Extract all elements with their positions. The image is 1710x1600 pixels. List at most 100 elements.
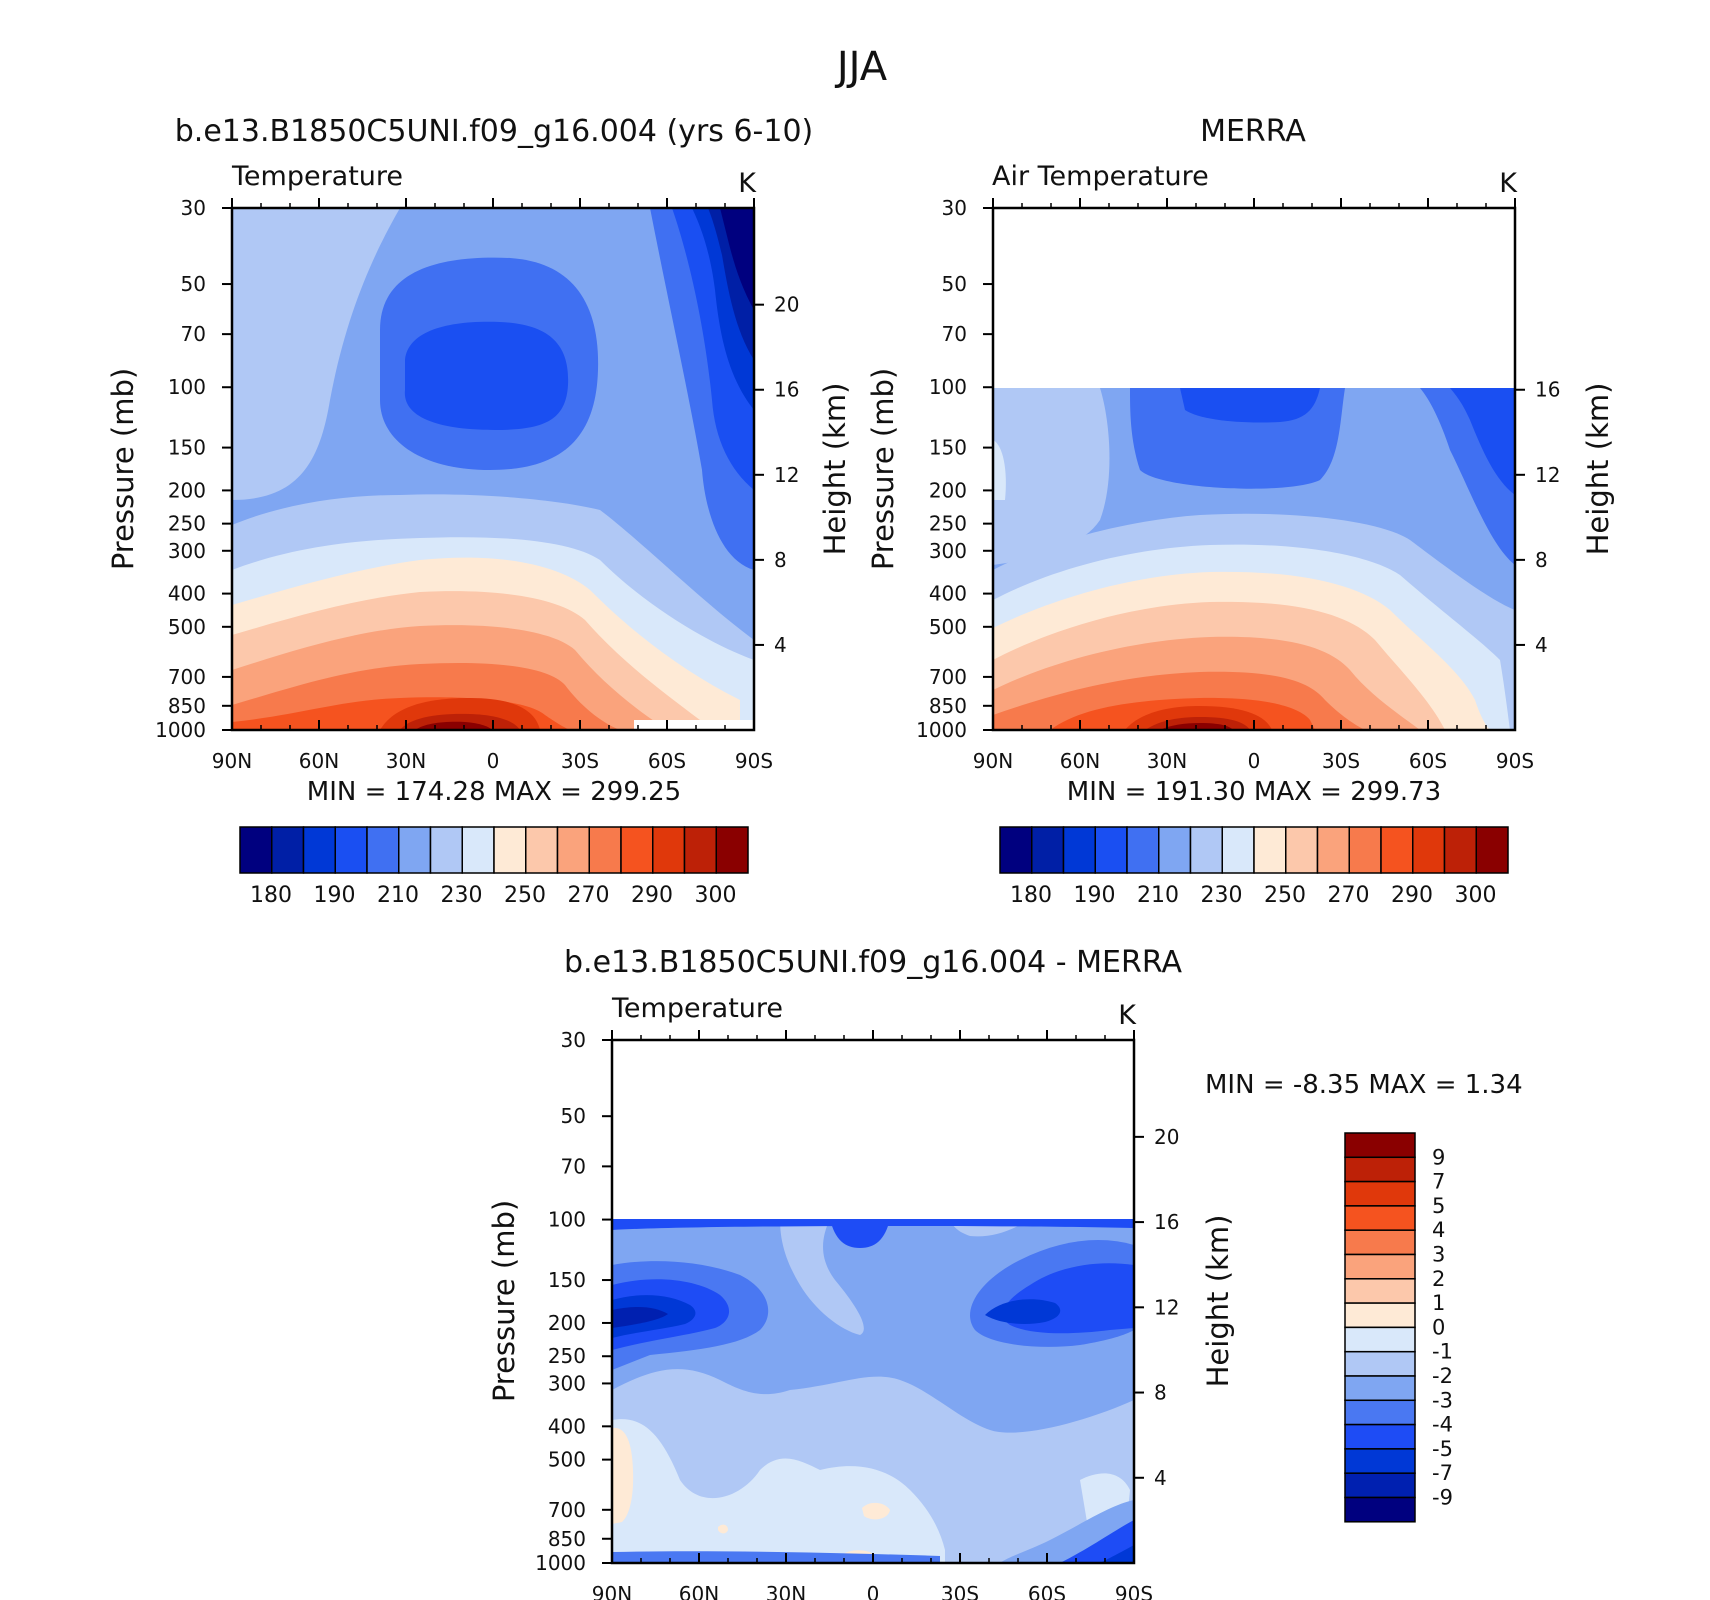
y-tick-label: 300 bbox=[548, 1371, 586, 1395]
right-tick-label: 12 bbox=[1154, 1295, 1179, 1319]
y-tick-label: 100 bbox=[548, 1208, 586, 1232]
colorbar-swatch bbox=[1344, 1423, 1416, 1450]
right-tick-label: 16 bbox=[774, 378, 799, 402]
colorbar-swatch bbox=[1344, 1253, 1416, 1280]
y-tick-label: 500 bbox=[168, 615, 206, 639]
colorbar-swatch bbox=[1344, 1399, 1416, 1426]
field-layer bbox=[1100, 1545, 1134, 1563]
x-tick-label: 0 bbox=[867, 1582, 880, 1600]
y-tick-label: 500 bbox=[929, 615, 967, 639]
right-tick-label: 20 bbox=[774, 293, 799, 317]
x-tick-label: 0 bbox=[487, 749, 500, 773]
colorbar-swatch bbox=[1348, 826, 1382, 874]
x-tick-label: 60S bbox=[1409, 749, 1447, 773]
colorbar-swatch bbox=[556, 826, 590, 874]
colorbar-swatch bbox=[398, 826, 432, 874]
y-tick-label: 100 bbox=[929, 375, 967, 399]
y-tick-label: 250 bbox=[168, 512, 206, 536]
x-tick-label: 30S bbox=[1322, 749, 1360, 773]
colorbar-swatch bbox=[1344, 1278, 1416, 1304]
panel-model-stats: MIN = 174.28 MAX = 299.25 bbox=[307, 777, 681, 807]
colorbar-swatch bbox=[1031, 826, 1065, 874]
field-layer bbox=[612, 1427, 634, 1524]
x-tick-label: 30N bbox=[1147, 749, 1187, 773]
colorbar-swatch bbox=[1344, 1326, 1416, 1353]
field-layer bbox=[612, 1551, 940, 1563]
colorbar-label: 250 bbox=[504, 883, 546, 908]
x-tick-label: 60N bbox=[299, 749, 339, 773]
colorbar-label: 270 bbox=[568, 883, 610, 908]
colorbar-label: 180 bbox=[250, 883, 292, 908]
colorbar-swatch bbox=[1094, 826, 1128, 874]
y-tick-label: 250 bbox=[929, 512, 967, 536]
y-tick-label: 70 bbox=[561, 1154, 586, 1178]
colorbar-swatch bbox=[1344, 1472, 1416, 1499]
colorbar-label: 0 bbox=[1432, 1315, 1445, 1339]
x-tick-label: 90S bbox=[1496, 749, 1534, 773]
colorbar-swatch bbox=[334, 826, 368, 874]
missing-region bbox=[634, 720, 754, 730]
colorbar-swatch bbox=[999, 826, 1033, 874]
field-layer bbox=[985, 1299, 1061, 1324]
colorbar-label: 210 bbox=[1137, 883, 1179, 908]
field-layer bbox=[780, 1219, 864, 1335]
colorbar-label: 210 bbox=[377, 883, 419, 908]
y-tick-label: 400 bbox=[548, 1414, 586, 1438]
colorbar-label: 190 bbox=[1074, 883, 1116, 908]
colorbar-swatch bbox=[1344, 1205, 1416, 1231]
figure-title: JJA bbox=[834, 44, 888, 90]
colorbar-label: 300 bbox=[695, 883, 737, 908]
colorbar-swatch bbox=[652, 826, 686, 874]
colorbar-swatch bbox=[493, 826, 527, 874]
y-tick-label: 400 bbox=[168, 582, 206, 606]
right-tick-label: 12 bbox=[774, 463, 799, 487]
y-tick-label: 850 bbox=[548, 1527, 586, 1551]
x-tick-label: 90N bbox=[212, 749, 252, 773]
colorbar-label: 230 bbox=[441, 883, 483, 908]
colorbar-swatch bbox=[1253, 826, 1287, 874]
y-tick-label: 300 bbox=[168, 539, 206, 563]
x-tick-label: 60N bbox=[1060, 749, 1100, 773]
x-tick-label: 30S bbox=[561, 749, 599, 773]
x-tick-label: 30N bbox=[386, 749, 426, 773]
colorbar-swatch bbox=[1380, 826, 1414, 874]
colorbar-swatch bbox=[1316, 826, 1350, 874]
panel-model-field bbox=[232, 208, 754, 730]
x-tick-label: 60S bbox=[1028, 1582, 1066, 1600]
colorbar-label: 290 bbox=[1391, 883, 1433, 908]
colorbar-swatch bbox=[1344, 1496, 1416, 1523]
panel-model-subtitle: Temperature bbox=[231, 161, 403, 192]
colorbar-label: 270 bbox=[1328, 883, 1370, 908]
field-layer bbox=[1060, 1520, 1134, 1563]
panel-difference-units: K bbox=[1118, 1000, 1137, 1031]
colorbar-swatch bbox=[715, 826, 749, 874]
panel-difference-ylabel: Pressure (mb) bbox=[487, 1200, 521, 1402]
y-tick-label: 200 bbox=[548, 1311, 586, 1335]
field-layer bbox=[993, 440, 1006, 500]
panel-merra-subtitle: Air Temperature bbox=[992, 161, 1209, 192]
panel-merra: MERRA Air Temperature K 90N 60N 30N 0 30S 60S… bbox=[866, 114, 1615, 908]
right-tick-label: 4 bbox=[1154, 1466, 1167, 1490]
colorbar-label: -1 bbox=[1432, 1340, 1453, 1364]
colorbar-label: -9 bbox=[1432, 1486, 1453, 1510]
colorbar-label: 4 bbox=[1432, 1218, 1445, 1242]
panel-model-title: b.e13.B1850C5UNI.f09_g16.004 (yrs 6-10) bbox=[175, 114, 814, 149]
x-tick-label: 0 bbox=[1248, 749, 1261, 773]
colorbar-swatch bbox=[1344, 1302, 1416, 1329]
y-tick-label: 250 bbox=[548, 1344, 586, 1368]
panel-difference-axes: 90N 60N 30N 0 30S 60S 90S 30 50 70 100 150 200 250 300… bbox=[535, 1028, 1179, 1600]
x-tick-label: 90N bbox=[592, 1582, 632, 1600]
panel-difference-subtitle: Temperature bbox=[611, 993, 783, 1024]
y-tick-label: 1000 bbox=[535, 1551, 586, 1575]
colorbar-label: 250 bbox=[1264, 883, 1306, 908]
y-tick-label: 70 bbox=[942, 322, 967, 346]
colorbar-swatch bbox=[683, 826, 717, 874]
colorbar-swatch bbox=[1344, 1229, 1416, 1256]
panel-difference-title: b.e13.B1850C5UNI.f09_g16.004 - MERRA bbox=[564, 945, 1182, 980]
field-layer bbox=[993, 388, 1110, 565]
colorbar-swatch bbox=[1221, 826, 1255, 874]
field-layer bbox=[404, 321, 569, 430]
colorbar-swatch bbox=[1475, 826, 1509, 874]
